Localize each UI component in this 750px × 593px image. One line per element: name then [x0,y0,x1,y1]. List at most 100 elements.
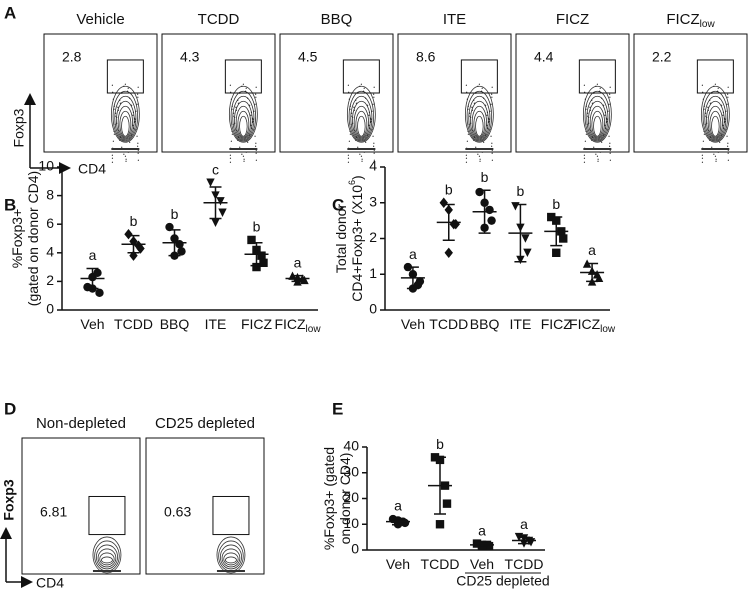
event [466,98,468,100]
event [360,155,363,157]
y-tick-label: 2 [369,229,377,245]
event [349,105,351,107]
event [483,97,485,99]
event [470,122,472,124]
event [131,104,133,106]
contour [466,90,493,142]
event [706,122,708,124]
event [595,85,597,87]
event [488,120,490,122]
data-point [552,248,561,257]
significance-letter: b [445,181,453,197]
contour [223,552,239,566]
y-axis-label-sup: 6 [347,180,357,185]
event [367,134,369,136]
event [491,96,493,98]
event [373,152,375,154]
contour [593,115,602,137]
x-tick-label-sub: low [306,324,322,335]
y-axis-label: CD4+Foxp3+ (X106) [347,175,364,301]
event [714,155,717,157]
significance-letter: a [588,242,596,258]
event [593,146,595,148]
data-point [206,178,215,187]
error-bar [586,262,599,283]
x-tick-label-text: ITE [205,316,227,332]
event [727,159,729,161]
event [373,86,375,88]
event [470,116,472,118]
significance-letter: a [294,254,302,270]
event [724,120,726,122]
x-tick-label: BBQ [160,316,190,332]
event [481,87,483,89]
y-axis-label-text: ) [349,175,365,180]
contour [588,100,607,140]
y-axis-label: %Foxp3+ (gated [321,447,337,550]
x-tick-label-text: Veh [401,316,425,332]
event [486,111,489,113]
x-tick-label: ITE [510,316,532,332]
event [724,118,726,120]
gate-percent: 6.81 [40,504,67,520]
error-bar [518,536,530,545]
event [121,146,123,148]
plot-title-text: Non-depleted [36,415,126,432]
event [230,98,232,100]
event [252,120,254,122]
event [727,152,729,154]
error-bar [127,234,140,254]
event [360,83,362,85]
event [721,134,723,136]
event [233,112,235,114]
x-tick-label-text: TCDD [114,316,153,332]
event [254,135,256,137]
event [591,139,593,141]
contour [591,110,604,138]
event [373,142,375,144]
data-point [521,234,530,243]
event [234,122,236,124]
event [373,159,375,161]
event [350,115,352,117]
flow-plot [161,33,276,153]
gate-percent: 0.63 [164,504,191,520]
event [353,109,356,111]
contour [470,100,489,140]
plot-title-text: Vehicle [76,11,124,28]
contour [471,105,487,139]
data-point [211,218,220,227]
event [709,102,711,104]
contour [95,544,118,570]
event [124,83,126,85]
contour [239,115,248,137]
x-tick-label: Veh [386,556,410,572]
flow-plot [633,33,748,153]
event [471,129,474,131]
x-tick-label: FICZlow [274,316,321,335]
data-point [165,222,174,232]
significance-letter: a [394,497,402,513]
axis-label: Foxp3 [11,108,27,147]
contour [230,90,257,142]
event [368,114,370,116]
y-axis-label: (gated on donor CD4) [25,171,41,306]
event [355,139,357,141]
event [485,134,487,136]
contour [119,110,132,138]
axis-label: Foxp3 [1,479,17,520]
event [604,127,607,129]
x-tick-label: FICZ [241,316,273,332]
event [231,133,233,135]
data-point [475,187,484,197]
event [229,161,232,163]
event [585,133,587,135]
data-point [177,247,186,256]
event [255,96,257,98]
event [478,83,480,85]
event [467,108,469,110]
event [473,102,475,104]
event [350,123,352,125]
significance-letter: a [89,247,97,263]
data-point [444,247,453,258]
